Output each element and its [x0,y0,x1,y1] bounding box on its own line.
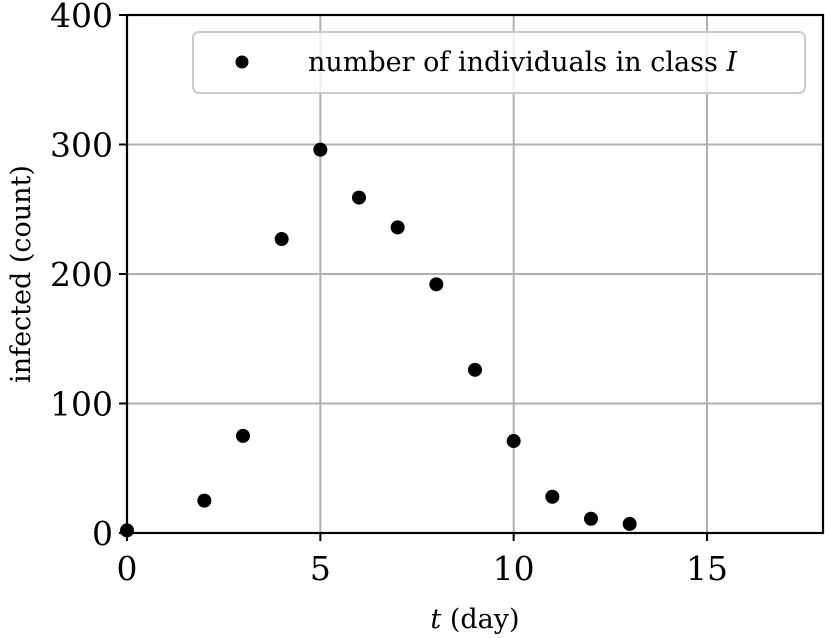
data-point [313,142,328,157]
data-point [584,511,598,526]
data-point [545,489,560,504]
data-point [274,232,289,247]
data-point [390,220,405,235]
x-tick-label: 0 [117,549,138,588]
data-point [429,277,444,292]
legend-marker-icon [235,55,249,69]
legend: number of individuals in class I [192,31,806,94]
y-tick-label: 100 [50,385,113,424]
y-tick-labels: 0 100 200 300 400 [50,0,113,553]
data-point [468,362,482,377]
data-point [236,428,250,443]
y-tick-label: 400 [50,0,113,35]
y-tick-label: 200 [50,255,113,294]
x-axis-label: t (day) [430,604,519,635]
y-tick-label: 0 [92,514,113,553]
x-tick-labels: 0 5 10 15 [117,549,729,588]
legend-box [192,31,806,94]
legend-label: number of individuals in class I [308,47,738,78]
data-point [506,434,521,449]
x-tick-label: 15 [686,549,728,588]
x-tick-label: 10 [493,549,535,588]
data-point [622,516,637,531]
data-point [197,493,212,508]
y-axis-label: infected (count) [6,165,37,383]
y-tick-label: 300 [50,126,113,165]
axis-ticks [119,14,708,541]
data-points [120,142,637,538]
x-tick-label: 5 [310,549,331,588]
data-point [352,190,366,205]
